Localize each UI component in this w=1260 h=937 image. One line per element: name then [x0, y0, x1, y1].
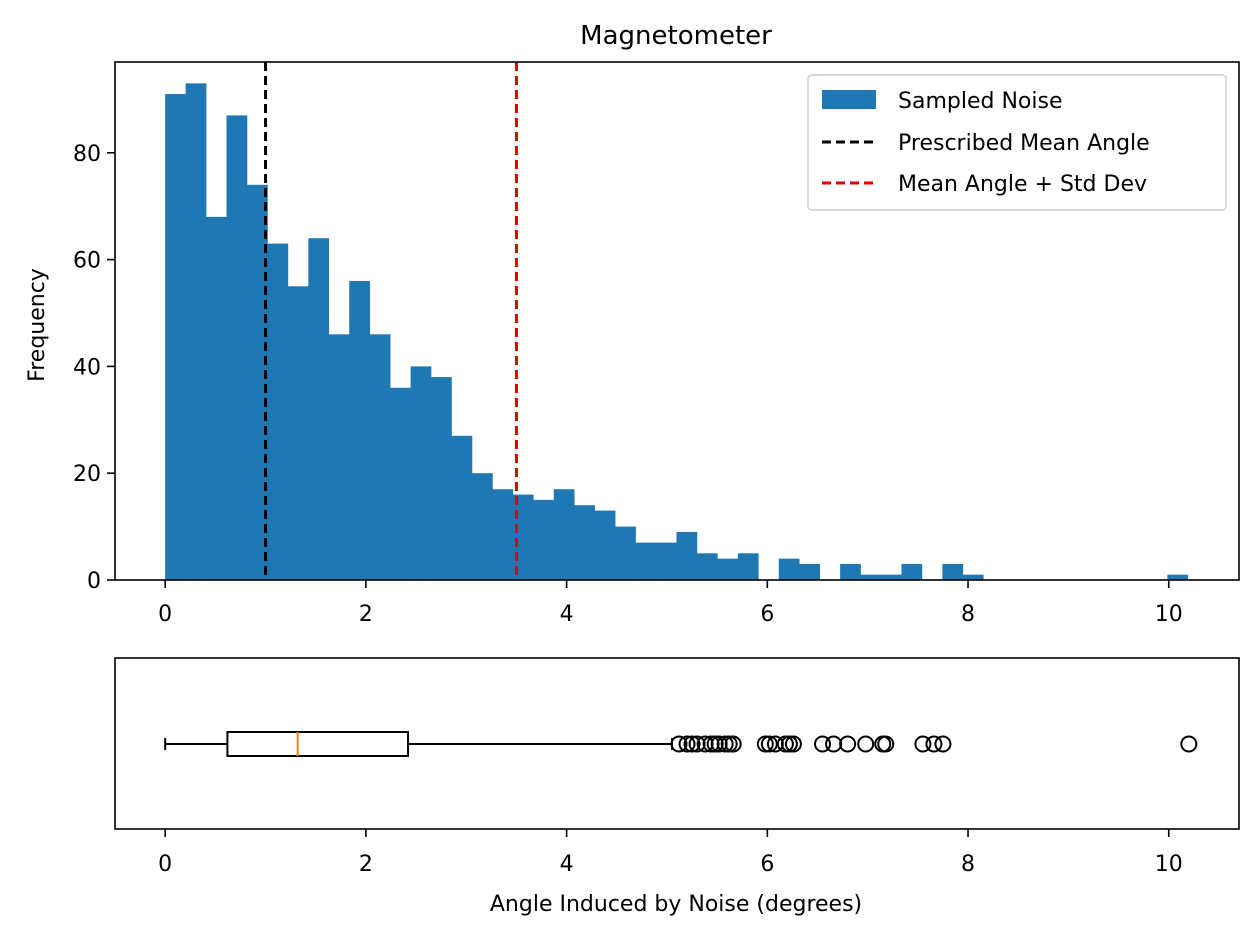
x-tick-label: 2 — [359, 852, 373, 877]
outlier-point — [825, 735, 843, 753]
histogram-bar — [533, 499, 555, 580]
x-tick-label: 0 — [158, 852, 172, 877]
outlier-point — [776, 735, 794, 753]
y-tick-label: 80 — [73, 142, 101, 167]
chart-title: Magnetometer — [580, 21, 772, 51]
histogram-x-ticks: 0 2 4 6 8 10 — [158, 580, 1183, 627]
legend-label-sampled-noise: Sampled Noise — [898, 89, 1062, 114]
histogram-bar — [717, 558, 739, 580]
histogram-bar — [206, 216, 227, 580]
y-tick-label: 60 — [73, 249, 101, 274]
histogram-bar — [328, 334, 350, 580]
outlier-point — [724, 735, 742, 753]
histogram-bar — [185, 83, 207, 581]
legend-label-mean-angle: Prescribed Mean Angle — [898, 131, 1150, 156]
histogram-bar — [799, 563, 820, 580]
outlier-point — [857, 735, 875, 753]
x-tick-label: 10 — [1155, 852, 1183, 877]
histogram-bar — [390, 387, 411, 580]
x-tick-label: 2 — [359, 602, 373, 627]
histogram-frame — [114, 61, 1240, 581]
outlier-point — [877, 735, 895, 753]
histogram-bar — [635, 542, 657, 580]
outlier-point — [756, 735, 774, 753]
outlier-point — [670, 735, 688, 753]
histogram-bar — [901, 563, 923, 580]
histogram-bar — [840, 563, 861, 580]
outlier-point — [784, 735, 802, 753]
histogram-bar — [696, 553, 718, 580]
histogram-bar — [942, 563, 964, 580]
outlier-point — [925, 735, 943, 753]
histogram-bar — [267, 243, 289, 580]
histogram-bar — [287, 286, 309, 580]
legend: Sampled Noise Prescribed Mean Angle Mean… — [807, 74, 1227, 211]
histogram-bar — [962, 574, 984, 580]
y-tick-label: 40 — [73, 355, 101, 380]
outlier-point — [1180, 735, 1198, 753]
histogram-bar — [676, 531, 698, 580]
histogram-bar — [574, 505, 595, 580]
histogram-bar — [615, 526, 636, 580]
outlier-point — [760, 735, 778, 753]
y-axis-label: Frequency — [25, 268, 50, 382]
histogram-bar — [226, 115, 248, 581]
legend-label-mean-plus-std: Mean Angle + Std Dev — [898, 172, 1147, 197]
outlier-point — [914, 735, 932, 753]
outlier-point — [780, 735, 798, 753]
x-tick-label: 4 — [560, 852, 574, 877]
x-tick-label: 8 — [961, 602, 975, 627]
histogram-bar — [737, 553, 759, 580]
histogram-bar — [656, 542, 677, 580]
histogram-bar — [512, 494, 534, 580]
histogram-bars — [165, 83, 1189, 581]
histogram-bar — [471, 473, 493, 580]
x-tick-label: 0 — [158, 602, 172, 627]
histogram-bar — [369, 334, 391, 580]
x-tick-label: 6 — [760, 852, 774, 877]
histogram-bar — [349, 280, 370, 580]
histogram-bar — [165, 94, 186, 580]
histogram-bar — [410, 366, 432, 580]
outlier-point — [839, 735, 857, 753]
outlier-point — [678, 735, 696, 753]
y-tick-label: 20 — [73, 462, 101, 487]
histogram-y-ticks: 0 20 40 60 80 — [73, 142, 115, 594]
histogram-panel: Magnetometer Frequency 0 2 4 6 8 10 0 20 40 60 80… — [25, 21, 1240, 627]
x-tick-label: 4 — [560, 602, 574, 627]
boxplot-x-ticks: 0 2 4 6 8 10 — [158, 829, 1183, 877]
outlier-point — [934, 735, 952, 753]
x-axis-label: Angle Induced by Noise (degrees) — [490, 892, 862, 917]
x-tick-label: 10 — [1155, 602, 1183, 627]
outlier-point — [720, 735, 738, 753]
x-tick-label: 8 — [961, 852, 975, 877]
outlier-point — [814, 735, 832, 753]
reference-lines — [264, 62, 518, 580]
boxplot-body — [164, 731, 673, 757]
histogram-bar — [246, 184, 268, 580]
histogram-bar — [1167, 574, 1189, 580]
x-tick-label: 6 — [760, 602, 774, 627]
outlier-point — [716, 735, 734, 753]
histogram-bar — [431, 377, 452, 580]
histogram-bar — [308, 238, 330, 581]
histogram-bar — [553, 489, 575, 580]
histogram-bar — [778, 558, 800, 580]
y-tick-label: 0 — [87, 569, 101, 594]
histogram-bar — [451, 435, 473, 580]
histogram-bar — [594, 510, 616, 580]
boxplot-outliers — [670, 735, 1198, 753]
histogram-bar — [492, 489, 514, 580]
interquartile-box — [226, 731, 410, 757]
legend-swatch-sampled-noise — [822, 90, 876, 109]
outlier-point — [683, 735, 701, 753]
boxplot-frame — [114, 657, 1240, 830]
boxplot-panel: 0 2 4 6 8 10 Angle Induced by Noise (degrees) — [114, 657, 1240, 917]
histogram-bar — [860, 574, 882, 580]
histogram-bar — [881, 574, 902, 580]
legend-box — [807, 74, 1227, 211]
